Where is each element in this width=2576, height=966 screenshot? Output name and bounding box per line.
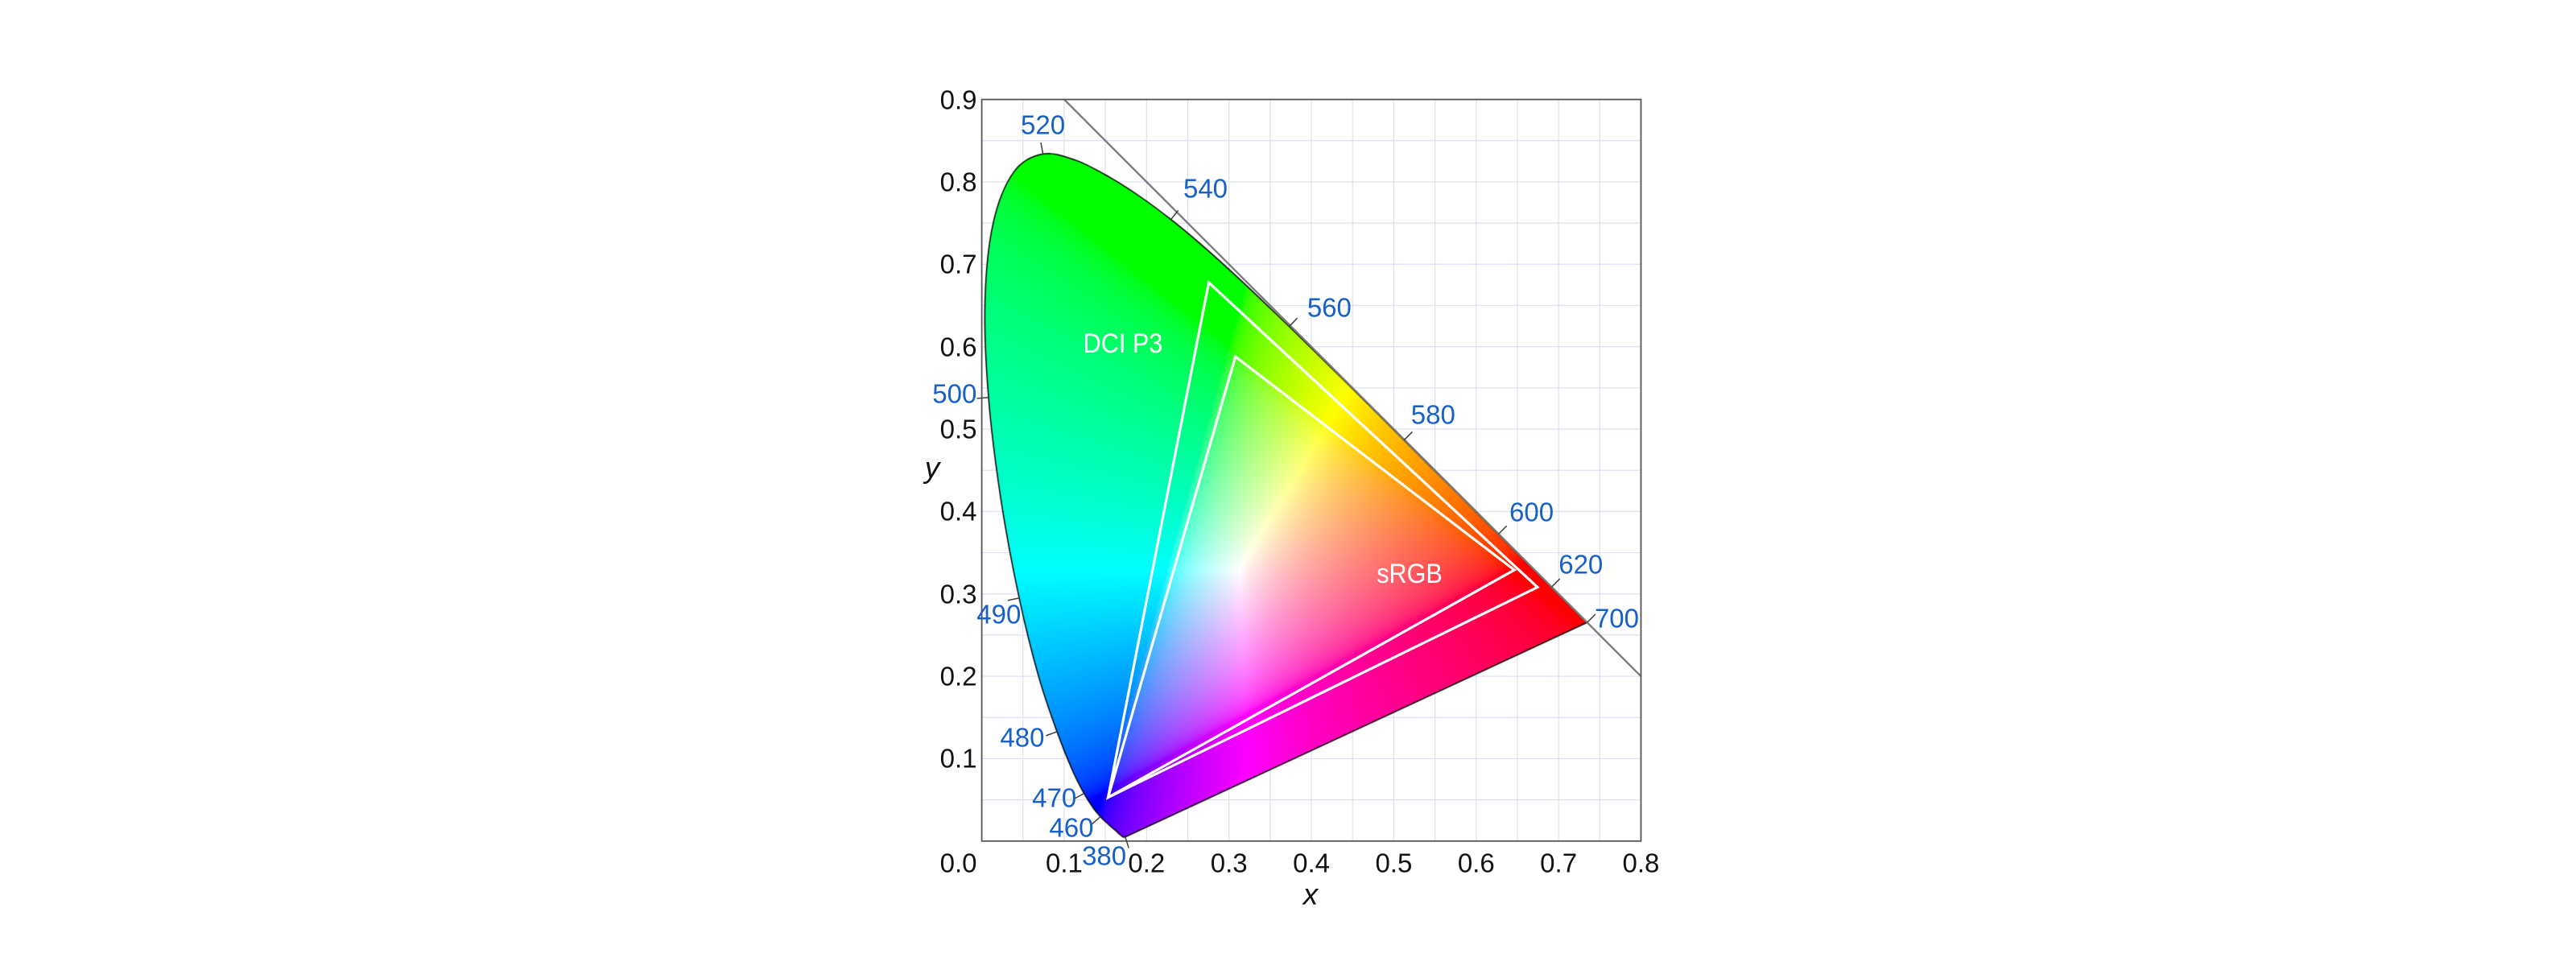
y-tick-label-0.2: 0.2 bbox=[939, 661, 977, 691]
y-tick-label-0.1: 0.1 bbox=[939, 743, 977, 774]
wavelength-tick-470 bbox=[1073, 792, 1084, 800]
x-tick-label-0.2: 0.2 bbox=[1128, 848, 1166, 877]
y-tick-label-0.3: 0.3 bbox=[939, 579, 977, 609]
x-tick-label-0.1: 0.1 bbox=[1046, 848, 1083, 877]
y-tick-label-0.9: 0.9 bbox=[939, 85, 977, 115]
gamut-label-dci-p3: DCI P3 bbox=[1083, 328, 1163, 359]
x-axis-title: x bbox=[1302, 877, 1319, 911]
wavelength-label-600: 600 bbox=[1509, 497, 1554, 527]
wavelength-tick-620 bbox=[1550, 578, 1561, 588]
x-tick-label-0.5: 0.5 bbox=[1375, 848, 1413, 877]
wavelength-ticks bbox=[976, 142, 1596, 848]
wavelength-tick-540 bbox=[1170, 209, 1179, 221]
wavelength-tick-580 bbox=[1403, 431, 1413, 441]
wavelength-label-540: 540 bbox=[1183, 173, 1228, 204]
gamut-triangle-dci-p3 bbox=[1106, 279, 1540, 800]
x-tick-label-0.6: 0.6 bbox=[1457, 848, 1495, 877]
plot-frame bbox=[980, 98, 1642, 842]
y-tick-label-0.5: 0.5 bbox=[939, 414, 977, 444]
wavelength-label-560: 560 bbox=[1307, 292, 1352, 323]
wavelength-tick-700 bbox=[1587, 613, 1596, 623]
gamut-triangle-srgb bbox=[1105, 354, 1517, 800]
wavelength-tick-600 bbox=[1497, 525, 1508, 535]
wavelength-label-520: 520 bbox=[1021, 109, 1066, 140]
gamut-label-srgb: sRGB bbox=[1377, 559, 1443, 590]
wavelength-label-580: 580 bbox=[1410, 399, 1455, 430]
wavelength-label-700: 700 bbox=[1594, 603, 1640, 634]
wavelength-tick-520 bbox=[1040, 142, 1044, 155]
y-axis-title: y bbox=[924, 451, 940, 485]
x-tick-label-0.4: 0.4 bbox=[1293, 848, 1330, 877]
spectral-locus-fill bbox=[981, 99, 1642, 842]
y-tick-label-0.4: 0.4 bbox=[939, 496, 977, 526]
wavelength-label-620: 620 bbox=[1558, 549, 1604, 580]
wavelength-label-380: 380 bbox=[1082, 840, 1127, 871]
wavelength-tick-460 bbox=[1091, 815, 1101, 825]
x-tick-label-0.7: 0.7 bbox=[1540, 848, 1578, 877]
wavelength-tick-380 bbox=[1125, 836, 1129, 848]
y-tick-label-0.6: 0.6 bbox=[939, 332, 977, 362]
y-tick-label-0.8: 0.8 bbox=[939, 167, 977, 197]
x-tick-label-0.8: 0.8 bbox=[1622, 848, 1660, 877]
wavelength-label-500: 500 bbox=[932, 378, 977, 409]
wavelength-label-490: 490 bbox=[976, 599, 1022, 630]
wavelength-label-480: 480 bbox=[1000, 722, 1045, 753]
wavelength-tick-490 bbox=[1007, 597, 1020, 601]
x-tick-label-0.0: 0.0 bbox=[939, 848, 977, 877]
wavelength-label-470: 470 bbox=[1032, 782, 1077, 813]
wavelength-tick-560 bbox=[1288, 317, 1298, 328]
x-plus-y-equals-1-line bbox=[1063, 98, 1642, 677]
wavelength-tick-480 bbox=[1046, 731, 1058, 737]
x-tick-label-0.3: 0.3 bbox=[1210, 848, 1248, 877]
y-tick-label-0.7: 0.7 bbox=[939, 249, 977, 279]
wavelength-label-460: 460 bbox=[1049, 812, 1094, 843]
